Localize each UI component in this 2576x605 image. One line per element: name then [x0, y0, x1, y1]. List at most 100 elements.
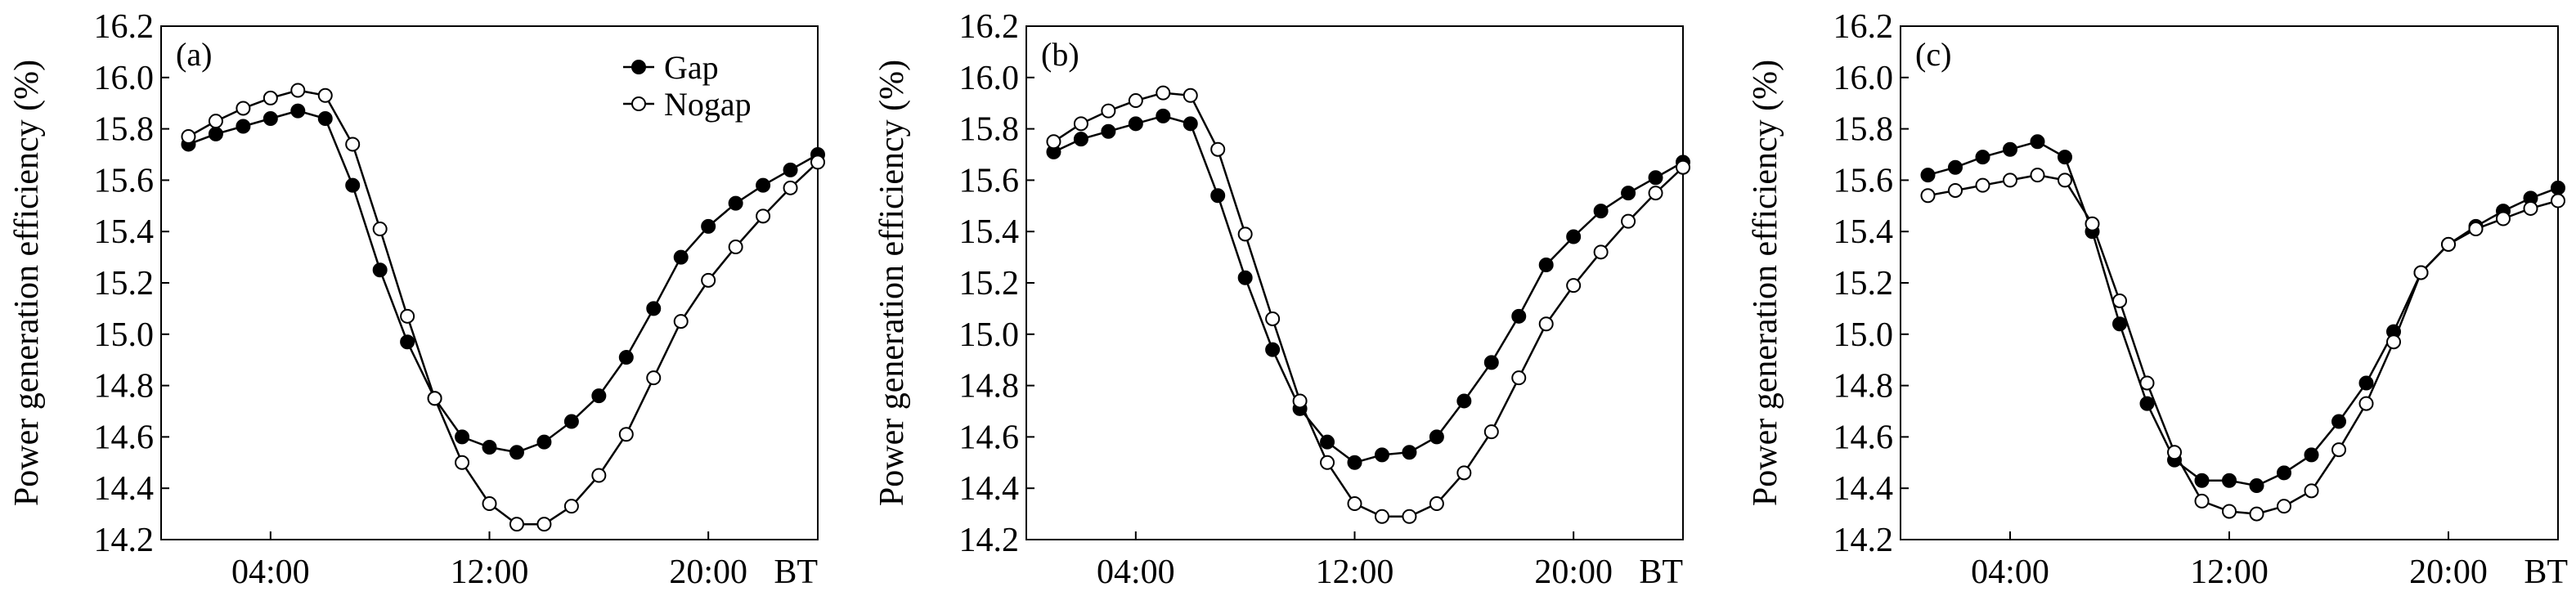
chart-panel-a: Power generation efficiency (%) (a) BT 1…	[8, 8, 825, 591]
nogap-data-point	[1128, 93, 1143, 109]
y-tick-label: 14.2	[1833, 522, 1894, 559]
gap-data-point	[1347, 455, 1362, 470]
y-tick-label: 15.4	[1833, 213, 1894, 251]
gap-data-point	[1183, 116, 1198, 132]
y-tick-label: 14.2	[94, 522, 155, 559]
nogap-data-point	[2277, 499, 2291, 514]
nogap-data-point	[1975, 177, 1990, 193]
y-axis-title: Power generation efficiency (%)	[8, 60, 46, 506]
y-tick-label: 15.8	[94, 111, 155, 149]
y-tick-label: 15.4	[959, 213, 1020, 251]
gap-data-point	[482, 439, 497, 455]
nogap-series-line	[187, 89, 819, 526]
nogap-data-point	[2331, 442, 2346, 458]
nogap-data-point	[427, 391, 442, 406]
nogap-data-point	[2249, 506, 2264, 522]
nogap-data-point	[1538, 316, 1554, 332]
gap-data-point	[290, 103, 306, 119]
x-tick-label: 20:00	[2409, 553, 2488, 591]
gap-data-point	[2003, 141, 2017, 157]
gap-data-point	[1429, 429, 1444, 445]
nogap-data-point	[345, 137, 361, 152]
nogap-data-point	[2003, 173, 2017, 188]
legend: Gap Nogap	[623, 49, 752, 123]
y-axis-ticks: 14.2 14.4 14.6 14.8 15.0 15.2 15.4 15.6 15.8 16.0…	[1833, 8, 1909, 559]
plot-area-frame	[1900, 25, 2559, 540]
gap-data-point	[2249, 478, 2264, 494]
nogap-data-point	[2496, 211, 2511, 226]
nogap-data-point	[317, 87, 333, 103]
gap-data-point	[2058, 150, 2072, 165]
nogap-data-point	[2222, 504, 2237, 519]
nogap-data-point	[1676, 159, 1690, 175]
series-layer	[1920, 134, 2565, 522]
y-tick-label: 14.8	[1833, 368, 1894, 406]
nogap-data-point	[536, 517, 552, 532]
y-tick-label: 14.4	[1833, 470, 1894, 508]
gap-series-line	[1052, 114, 1684, 464]
gap-data-point	[673, 249, 689, 265]
chart-panel-c: Power generation efficiency (%) (c) BT 1…	[1747, 8, 2568, 591]
nogap-data-point	[1483, 424, 1499, 440]
gap-data-point	[1101, 123, 1116, 139]
legend-gap-marker	[631, 60, 646, 74]
nogap-data-point	[783, 180, 798, 195]
x-tick-label: 04:00	[1097, 553, 1175, 591]
y-tick-label: 14.8	[959, 368, 1020, 406]
y-tick-label: 14.8	[94, 368, 155, 406]
nogap-data-point	[1456, 465, 1472, 481]
y-tick-label: 15.0	[94, 316, 155, 354]
nogap-data-point	[1920, 188, 1936, 204]
legend-nogap-marker	[631, 96, 646, 111]
chart-panel-b: Power generation efficiency (%) (b) BT 1…	[873, 8, 1690, 591]
nogap-data-point	[1593, 244, 1609, 260]
y-tick-label: 16.0	[959, 60, 1020, 97]
gap-data-point	[455, 429, 470, 445]
nogap-data-point	[728, 240, 743, 255]
y-tick-label: 15.0	[959, 316, 1020, 354]
nogap-data-point	[400, 308, 415, 324]
nogap-data-point	[646, 370, 662, 386]
y-tick-label: 15.6	[1833, 162, 1894, 199]
nogap-data-point	[673, 314, 689, 329]
nogap-data-point	[1210, 141, 1226, 157]
gap-data-point	[1402, 445, 1417, 460]
gap-data-point	[756, 177, 771, 193]
y-tick-label: 15.6	[94, 162, 155, 199]
nogap-data-point	[1183, 87, 1198, 103]
y-tick-label: 15.6	[959, 162, 1020, 199]
nogap-data-point	[618, 427, 634, 442]
gap-data-point	[372, 262, 388, 278]
gap-data-point	[208, 126, 223, 141]
nogap-data-point	[509, 517, 524, 532]
gap-data-point	[236, 119, 251, 134]
nogap-data-point	[2085, 216, 2100, 231]
y-tick-label: 16.0	[1833, 60, 1894, 97]
y-tick-label: 15.2	[959, 265, 1020, 302]
nogap-data-point	[1101, 103, 1116, 119]
nogap-data-point	[2468, 222, 2484, 237]
series-layer	[181, 83, 825, 532]
nogap-data-point	[756, 208, 771, 224]
y-tick-label: 15.2	[94, 265, 155, 302]
gap-series-line	[188, 110, 819, 454]
y-tick-label: 14.4	[94, 470, 155, 508]
gap-data-point	[1621, 186, 1636, 201]
nogap-data-point	[563, 499, 579, 514]
y-tick-label: 14.6	[94, 419, 155, 456]
gap-data-point	[728, 195, 743, 211]
x-tick-label: 04:00	[1971, 553, 2049, 591]
nogap-data-point	[1046, 134, 1061, 150]
y-tick-label: 15.2	[1833, 265, 1894, 302]
nogap-data-point	[1320, 455, 1335, 470]
y-tick-label: 14.2	[959, 522, 1020, 559]
nogap-data-point	[2112, 293, 2127, 308]
gap-data-point	[618, 350, 634, 365]
nogap-data-point	[2058, 173, 2072, 188]
x-axis-ticks: 04:00 12:00 20:00	[231, 531, 747, 591]
nogap-data-point	[701, 272, 716, 288]
gap-data-point	[1593, 204, 1609, 219]
y-tick-label: 14.4	[959, 470, 1020, 508]
y-tick-label: 15.8	[1833, 111, 1894, 149]
nogap-data-point	[810, 155, 825, 170]
